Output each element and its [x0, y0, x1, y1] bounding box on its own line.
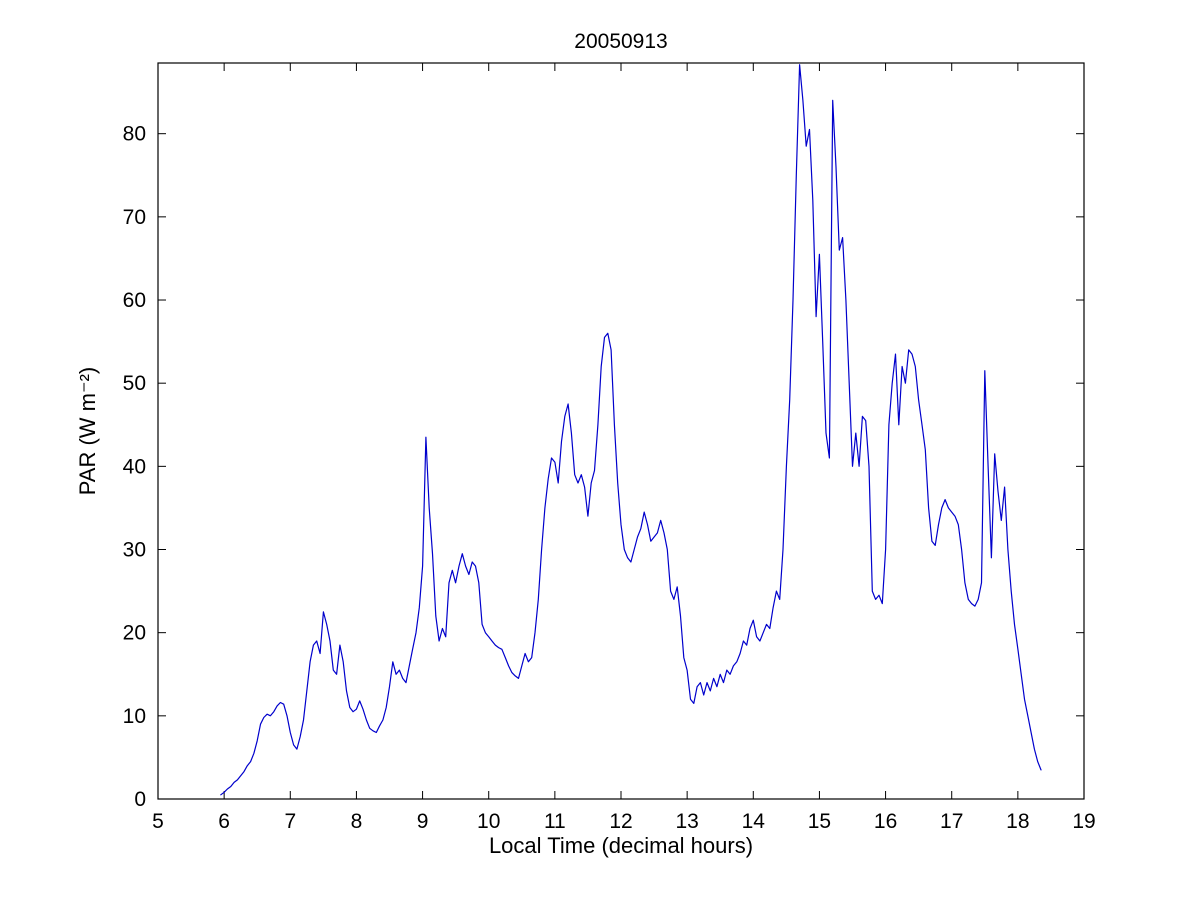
y-tick-label: 30: [123, 539, 146, 562]
x-tick-label: 8: [351, 810, 363, 833]
x-tick-label: 17: [940, 810, 963, 833]
y-tick-label: 10: [123, 705, 146, 728]
y-tick-label: 50: [123, 372, 146, 395]
x-tick-label: 10: [477, 810, 500, 833]
x-tick-label: 19: [1072, 810, 1095, 833]
x-tick-label: 14: [742, 810, 766, 833]
x-tick-label: 7: [284, 810, 296, 833]
y-tick-label: 20: [123, 622, 146, 645]
y-tick-label: 60: [123, 289, 146, 312]
x-axis-label: Local Time (decimal hours): [488, 833, 754, 858]
x-tick-label: 9: [417, 810, 429, 833]
y-tick-label: 70: [123, 206, 146, 229]
x-tick-label: 16: [874, 810, 897, 833]
y-axis-label: PAR (W m⁻²): [75, 366, 100, 496]
par-series-line: [220, 64, 1042, 796]
y-tick-label: 40: [123, 455, 146, 478]
y-tick-label: 0: [134, 788, 146, 811]
chart-title: 20050913: [574, 30, 668, 53]
x-tick-label: 5: [152, 810, 164, 833]
x-tick-label: 15: [808, 810, 831, 833]
x-tick-label: 11: [544, 810, 566, 833]
x-tick-label: 6: [218, 810, 230, 833]
x-tick-label: 13: [675, 810, 698, 833]
plot-axes-box: [157, 62, 1085, 800]
x-tick-label: 18: [1006, 810, 1029, 833]
y-tick-label: 80: [123, 123, 146, 146]
x-tick-label: 12: [609, 810, 632, 833]
